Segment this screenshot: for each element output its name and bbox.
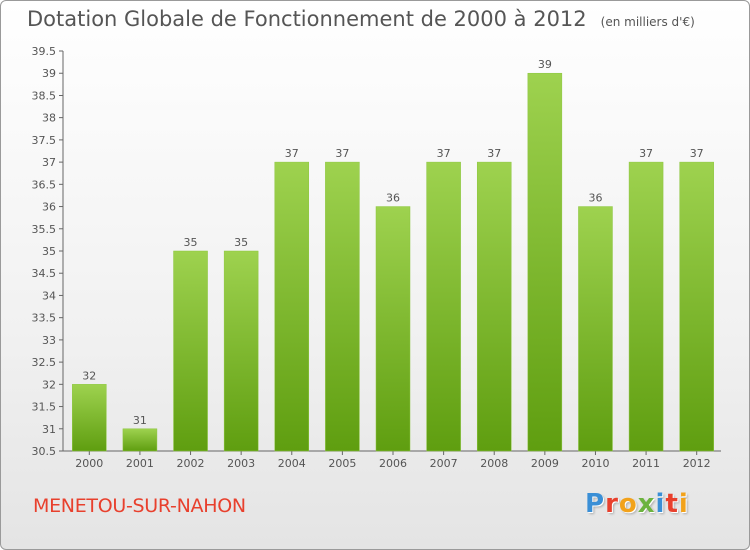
bar-value-label: 37	[285, 147, 299, 160]
chart-title: Dotation Globale de Fonctionnement de 20…	[27, 7, 587, 31]
bar-value-label: 36	[588, 192, 602, 205]
x-tick-label: 2005	[328, 457, 356, 470]
x-tick-label: 2007	[430, 457, 458, 470]
y-tick-label: 39	[42, 67, 56, 80]
bar-value-label: 35	[234, 236, 248, 249]
x-tick-label: 2011	[632, 457, 660, 470]
proxiti-logo: Proxiti	[585, 489, 689, 519]
y-tick-label: 37	[42, 156, 56, 169]
commune-name: MENETOU-SUR-NAHON	[33, 495, 246, 517]
y-tick-label: 36	[42, 201, 56, 214]
bar-value-label: 39	[538, 58, 552, 71]
bar-2010	[578, 206, 613, 452]
bar-value-label: 32	[82, 369, 96, 382]
bar-value-label: 37	[437, 147, 451, 160]
x-tick-label: 2010	[581, 457, 609, 470]
y-tick-label: 33	[42, 334, 56, 347]
bar-2008	[476, 161, 512, 452]
x-tick-label: 2002	[177, 457, 205, 470]
x-tick-label: 2000	[75, 457, 103, 470]
chart-title-block: Dotation Globale de Fonctionnement de 20…	[27, 7, 695, 31]
chart-unit: (en milliers d'€)	[600, 15, 695, 29]
bar-2012	[679, 161, 714, 452]
bar-2007	[426, 161, 461, 452]
bar-2000	[72, 384, 107, 452]
y-tick-label: 35.5	[32, 223, 57, 236]
y-tick-label: 32	[42, 378, 56, 391]
bar-value-label: 37	[690, 147, 704, 160]
y-tick-label: 30.5	[32, 445, 57, 458]
bar-2004	[274, 161, 310, 452]
y-tick-label: 36.5	[32, 178, 57, 191]
x-tick-label: 2008	[480, 457, 508, 470]
bar-value-label: 37	[335, 147, 349, 160]
y-tick-label: 35	[42, 245, 56, 258]
y-tick-label: 38	[42, 112, 56, 125]
x-tick-label: 2006	[379, 457, 407, 470]
y-tick-label: 33.5	[32, 312, 57, 325]
x-tick-label: 2004	[278, 457, 306, 470]
bar-2003	[223, 250, 259, 452]
y-tick-label: 31.5	[32, 401, 57, 414]
y-tick-label: 39.5	[32, 45, 57, 58]
x-tick-label: 2009	[531, 457, 559, 470]
x-tick-label: 2001	[126, 457, 154, 470]
bar-value-label: 31	[133, 414, 147, 427]
bar-2001	[122, 428, 158, 452]
y-tick-label: 37.5	[32, 134, 57, 147]
x-tick-label: 2003	[227, 457, 255, 470]
bar-2005	[325, 161, 360, 452]
bar-2009	[527, 72, 563, 452]
bar-2011	[628, 161, 664, 452]
y-tick-label: 31	[42, 423, 56, 436]
bar-value-label: 37	[639, 147, 653, 160]
y-tick-label: 34	[42, 289, 56, 302]
y-tick-label: 34.5	[32, 267, 57, 280]
bar-value-label: 37	[487, 147, 501, 160]
x-tick-label: 2012	[683, 457, 711, 470]
y-tick-label: 38.5	[32, 89, 57, 102]
bar-value-label: 36	[386, 192, 400, 205]
bar-2002	[173, 250, 208, 452]
bar-2006	[375, 206, 411, 452]
bar-value-label: 35	[184, 236, 198, 249]
y-tick-label: 32.5	[32, 356, 57, 369]
